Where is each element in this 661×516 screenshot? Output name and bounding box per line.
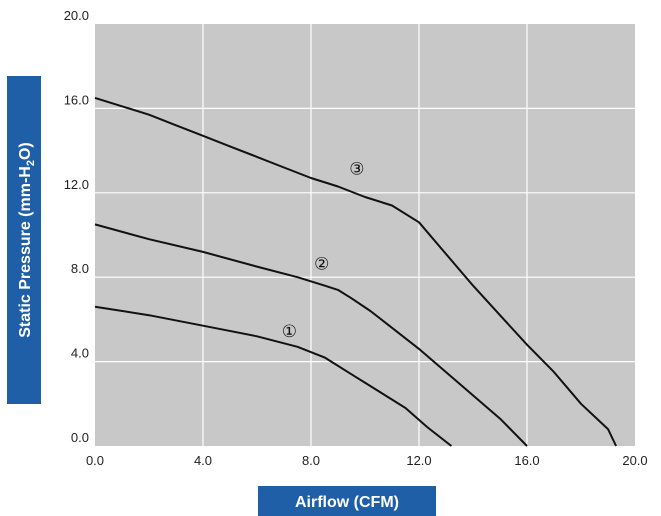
- y-axis-title-banner: [7, 76, 41, 404]
- y-tick-label: 16.0: [64, 92, 89, 107]
- x-tick-label: 12.0: [406, 453, 431, 468]
- y-axis-title-end: O): [17, 142, 34, 160]
- plot-area: [95, 24, 635, 446]
- series-labels: ① ② ③: [282, 160, 365, 342]
- y-tick-label: 20.0: [64, 8, 89, 23]
- x-axis-title-banner: [258, 486, 436, 516]
- series-lines: [94, 96, 618, 447]
- series-label-3: ③: [349, 160, 364, 180]
- x-tick-label: 20.0: [622, 453, 647, 468]
- series-line-1: [94, 305, 453, 447]
- y-tick-label: 12.0: [64, 177, 89, 192]
- x-axis-tick-labels: 0.0 4.0 8.0 12.0 16.0 20.0: [86, 453, 648, 468]
- grid-lines: [95, 24, 635, 446]
- y-axis-tick-labels: 0.0 4.0 8.0 12.0 16.0 20.0: [64, 8, 89, 445]
- y-axis-title: Static Pressure (mm-H2O): [17, 142, 37, 338]
- series-label-2: ②: [314, 255, 329, 275]
- y-axis-title-main: Static Pressure (mm-H: [17, 166, 34, 338]
- series-line-3: [94, 96, 618, 447]
- x-axis-title: Airflow (CFM): [295, 494, 399, 511]
- y-tick-label: 4.0: [71, 346, 89, 361]
- x-tick-label: 0.0: [86, 453, 104, 468]
- series-line-2: [94, 223, 528, 447]
- y-tick-label: 8.0: [71, 261, 89, 276]
- x-tick-label: 16.0: [514, 453, 539, 468]
- x-tick-label: 8.0: [302, 453, 320, 468]
- series-label-1: ①: [282, 322, 297, 342]
- y-axis-title-subscript: 2: [25, 160, 37, 166]
- y-tick-label: 0.0: [71, 430, 89, 445]
- x-tick-label: 4.0: [194, 453, 212, 468]
